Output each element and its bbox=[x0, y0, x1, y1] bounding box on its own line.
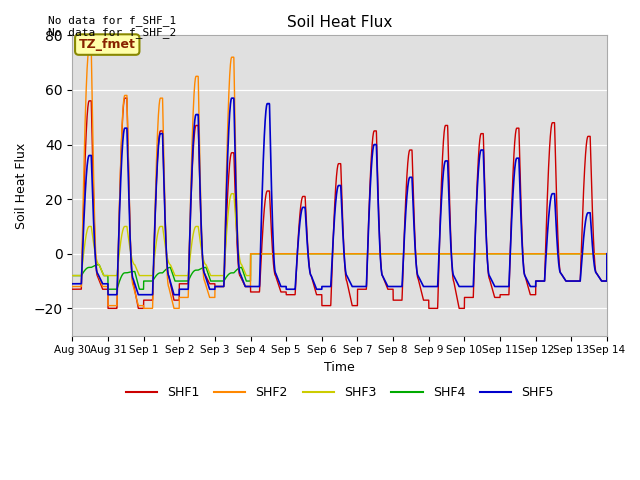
Text: TZ_fmet: TZ_fmet bbox=[79, 38, 136, 51]
Text: No data for f_SHF_1: No data for f_SHF_1 bbox=[48, 15, 176, 26]
X-axis label: Time: Time bbox=[324, 361, 355, 374]
Legend: SHF1, SHF2, SHF3, SHF4, SHF5: SHF1, SHF2, SHF3, SHF4, SHF5 bbox=[120, 382, 559, 405]
Text: No data for f_SHF_2: No data for f_SHF_2 bbox=[48, 27, 176, 38]
Y-axis label: Soil Heat Flux: Soil Heat Flux bbox=[15, 143, 28, 228]
Title: Soil Heat Flux: Soil Heat Flux bbox=[287, 15, 392, 30]
